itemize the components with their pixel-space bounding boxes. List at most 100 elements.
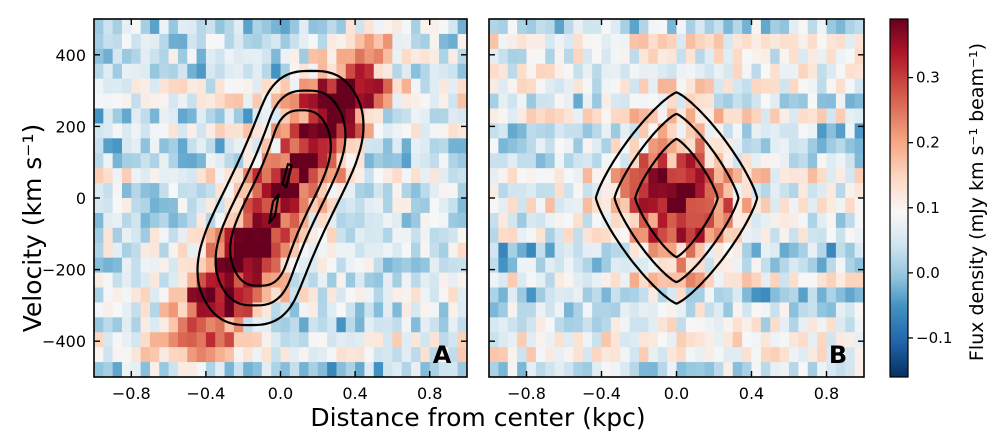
heatmap-cell-b (779, 362, 790, 377)
heatmap-cell-b (657, 362, 668, 377)
heatmap-cell-b (582, 212, 593, 229)
heatmap-cell-a (243, 332, 254, 348)
heatmap-cell-a (457, 153, 467, 169)
heatmap-cell-a (233, 347, 244, 363)
heatmap-cell-a (392, 227, 403, 244)
heatmap-cell-a (327, 48, 338, 65)
heatmap-cell-a (121, 198, 132, 214)
heatmap-cell-b (685, 183, 696, 199)
heatmap-cell-a (112, 257, 123, 274)
heatmap-cell-a (140, 347, 151, 363)
heatmap-cell-b (592, 287, 603, 304)
heatmap-cell-b (742, 317, 753, 333)
heatmap-cell-b (789, 33, 799, 50)
heatmap-cell-b (648, 183, 659, 199)
heatmap-cell-a (289, 123, 300, 139)
heatmap-cell-b (601, 33, 612, 50)
heatmap-cell-a (205, 123, 216, 139)
heatmap-cell-b (526, 63, 537, 80)
heatmap-cell-b (573, 198, 584, 214)
heatmap-cell-b (835, 302, 846, 318)
heatmap-cell-b (667, 63, 678, 80)
heatmap-cell-a (448, 93, 459, 110)
heatmap-cell-b (639, 287, 649, 304)
heatmap-cell-b (554, 108, 565, 125)
heatmap-cell-b (535, 63, 546, 80)
heatmap-cell-b (770, 302, 781, 318)
heatmap-cell-a (429, 227, 440, 244)
heatmap-cell-a (261, 48, 272, 65)
heatmap-cell-a (168, 48, 179, 65)
heatmap-cell-b (826, 78, 837, 95)
heatmap-cell-a (215, 183, 226, 199)
heatmap-cell-b (657, 63, 668, 80)
heatmap-cell-b (582, 168, 593, 184)
heatmap-cell-b (498, 198, 509, 214)
heatmap-cell-a (383, 257, 393, 274)
heatmap-cell-a (224, 347, 235, 363)
heatmap-cell-b (742, 362, 753, 377)
heatmap-cell-a (196, 302, 207, 318)
heatmap-cell-a (448, 153, 459, 169)
heatmap-cell-b (620, 19, 631, 35)
heatmap-cell-a (205, 347, 216, 363)
heatmap-cell-b (489, 272, 499, 289)
heatmap-cell-b (526, 93, 537, 110)
heatmap-cell-b (770, 108, 781, 125)
heatmap-cell-a (261, 272, 272, 289)
heatmap-cell-b (807, 347, 818, 363)
heatmap-cell-a (243, 183, 254, 199)
heatmap-cell-b (535, 138, 546, 154)
heatmap-cell-a (364, 153, 375, 169)
heatmap-cell-a (336, 138, 347, 154)
heatmap-cell-a (112, 317, 123, 333)
heatmap-cell-a (429, 183, 440, 199)
heatmap-cell-a (373, 123, 384, 139)
heatmap-cell-b (807, 302, 818, 318)
heatmap-cell-b (545, 198, 556, 214)
heatmap-cell-b (629, 93, 640, 110)
heatmap-cell-b (695, 63, 706, 80)
heatmap-cell-b (517, 242, 528, 259)
heatmap-cell-a (355, 78, 366, 95)
heatmap-cell-b (592, 227, 603, 244)
heatmap-cell-a (429, 242, 440, 259)
heatmap-cell-b (845, 362, 856, 377)
heatmap-cell-b (676, 212, 687, 229)
heatmap-cell-a (308, 108, 319, 125)
heatmap-cell-a (345, 287, 356, 304)
heatmap-cell-a (420, 362, 431, 377)
heatmap-cell-a (252, 227, 263, 244)
heatmap-cell-a (411, 347, 421, 363)
heatmap-cell-a (439, 123, 449, 139)
heatmap-cell-b (835, 212, 846, 229)
heatmap-cell-b (760, 19, 771, 35)
heatmap-cell-b (685, 19, 696, 35)
heatmap-cell-a (94, 78, 104, 95)
heatmap-cell-b (582, 63, 593, 80)
heatmap-cell-a (261, 123, 272, 139)
heatmap-cell-a (149, 362, 160, 377)
heatmap-cell-a (205, 317, 216, 333)
heatmap-cell-a (121, 93, 132, 110)
heatmap-cell-a (103, 302, 114, 318)
heatmap-cell-b (601, 183, 612, 199)
heatmap-cell-a (168, 108, 179, 125)
heatmap-cell-b (751, 123, 762, 139)
heatmap-cell-a (429, 153, 440, 169)
heatmap-cell-a (159, 287, 170, 304)
heatmap-cell-a (448, 183, 459, 199)
heatmap-cell-a (271, 212, 282, 229)
heatmap-cell-a (364, 198, 375, 214)
heatmap-cell-a (252, 123, 263, 139)
heatmap-cell-b (742, 257, 753, 274)
heatmap-cell-a (420, 257, 431, 274)
heatmap-cell-a (364, 78, 375, 95)
heatmap-cell-b (760, 362, 771, 377)
heatmap-cell-b (648, 168, 659, 184)
heatmap-cell-a (289, 93, 300, 110)
heatmap-cell-a (196, 212, 207, 229)
heatmap-cell-a (252, 257, 263, 274)
heatmap-cell-b (554, 48, 565, 65)
